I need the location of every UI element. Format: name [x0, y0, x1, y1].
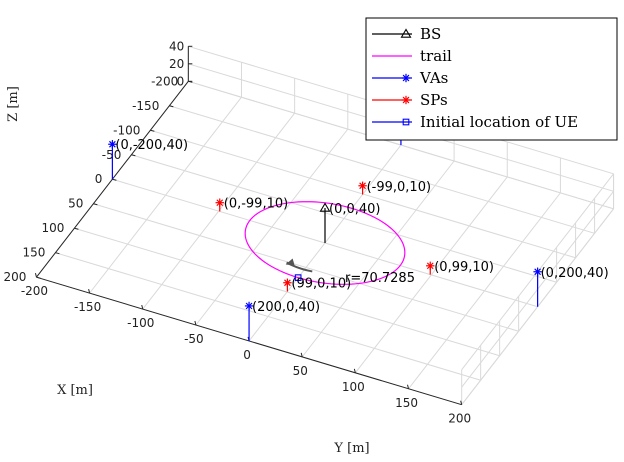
x-tick-label: -100 — [113, 123, 140, 137]
grid-line-y — [195, 128, 349, 326]
ue-initial-marker — [294, 274, 302, 281]
legend-label: BS — [420, 25, 441, 43]
x-axis-label: X [m] — [57, 383, 93, 398]
y-tick-mark — [353, 368, 356, 373]
y-tick-mark — [88, 288, 91, 294]
x-tick-mark — [131, 154, 136, 157]
y-tick-label: -100 — [127, 316, 154, 330]
data-markers: r=70.7285 (0,0,40) (-99,0,10) (0,99,10) (99,… — [108, 104, 609, 341]
x-tick-mark — [150, 129, 155, 132]
x-tick-label: -150 — [132, 99, 159, 113]
x-tick-label: 150 — [23, 246, 46, 260]
sp-label: (-99,0,10) — [367, 180, 431, 195]
trail-direction-arrowhead — [285, 258, 295, 266]
x-tick-label: 50 — [68, 197, 83, 211]
x-tick-mark — [93, 203, 98, 206]
legend-label: trail — [420, 47, 452, 65]
sp-label: (99,0,10) — [291, 277, 351, 292]
sp-marker — [358, 181, 367, 190]
axes: -200-150-100-50050100150200-200-150-100-… — [4, 39, 472, 456]
y-tick-mark — [141, 304, 144, 310]
z-axis-label: Z [m] — [6, 86, 21, 122]
x-tick-label: 100 — [42, 221, 65, 235]
sp-marker — [426, 261, 435, 271]
y-axis-label: Y [m] — [333, 441, 369, 456]
va-label: (200,0,40) — [252, 300, 320, 315]
grid-line-y — [89, 96, 242, 294]
y-tick-label: 200 — [448, 412, 471, 426]
legend-entry: VAs — [372, 69, 448, 87]
trail-radius-label: r=70.7285 — [345, 271, 415, 286]
x-tick-mark — [55, 252, 60, 255]
legend-marker-square — [402, 118, 410, 126]
y-tick-mark — [407, 384, 410, 389]
x-tick-mark — [74, 227, 79, 230]
legend-label: VAs — [419, 69, 448, 87]
y-tick-mark — [300, 352, 303, 358]
x-tick-label: 0 — [95, 172, 103, 186]
y-tick-mark — [34, 273, 37, 278]
y-tick-label: -50 — [184, 332, 204, 346]
y-tick-label: 100 — [342, 380, 365, 394]
va-label: (0,-200,40) — [115, 138, 188, 153]
sp-label: (0,-99,10) — [224, 197, 288, 212]
legend-entry: SPs — [372, 91, 448, 109]
legend-label: SPs — [420, 91, 448, 109]
x-tick-label: -50 — [102, 148, 122, 162]
legend-marker-asterisk — [401, 95, 411, 105]
legend-entry: BS — [372, 25, 441, 43]
va-marker — [244, 301, 254, 311]
y-tick-label: 0 — [243, 348, 251, 362]
y-tick-label: -150 — [74, 300, 101, 314]
z-tick-label: 20 — [169, 57, 184, 71]
grid-line-y — [354, 176, 508, 374]
grid-line-y — [301, 160, 455, 358]
x-tick-label: -200 — [151, 74, 178, 88]
legend-entry: trail — [372, 47, 452, 65]
sp-marker — [215, 198, 224, 207]
y-tick-label: 50 — [293, 364, 308, 378]
legend-marker-asterisk — [401, 73, 411, 83]
sp-marker — [283, 278, 292, 287]
trail-circle — [244, 201, 406, 285]
y-tick-mark — [194, 320, 197, 326]
z-tick-label: 40 — [169, 39, 184, 53]
legend-label: Initial location of UE — [420, 113, 578, 131]
x-tick-label: 200 — [4, 270, 27, 284]
grid-line-y — [408, 192, 561, 390]
z-tick-label: 0 — [177, 74, 185, 88]
grid-line-y — [142, 112, 296, 310]
bs-marker — [319, 202, 331, 212]
va-label: (0,200,40) — [541, 266, 609, 281]
bs-label: (0,0,40) — [329, 202, 381, 217]
x-tick-mark — [169, 105, 174, 108]
va-marker — [533, 267, 542, 276]
sp-label: (0,99,10) — [434, 260, 494, 275]
y-tick-label: -200 — [21, 284, 48, 298]
x-tick-mark — [112, 178, 117, 181]
legend-marker-triangle — [400, 28, 412, 38]
y-tick-mark — [460, 400, 463, 405]
y-tick-label: 150 — [395, 396, 418, 410]
legend: BS trail VAs SPs Initial location of UE — [365, 17, 618, 141]
va-marker — [108, 140, 117, 149]
x-tick-mark — [36, 276, 41, 279]
legend-entry: Initial location of UE — [372, 113, 578, 131]
